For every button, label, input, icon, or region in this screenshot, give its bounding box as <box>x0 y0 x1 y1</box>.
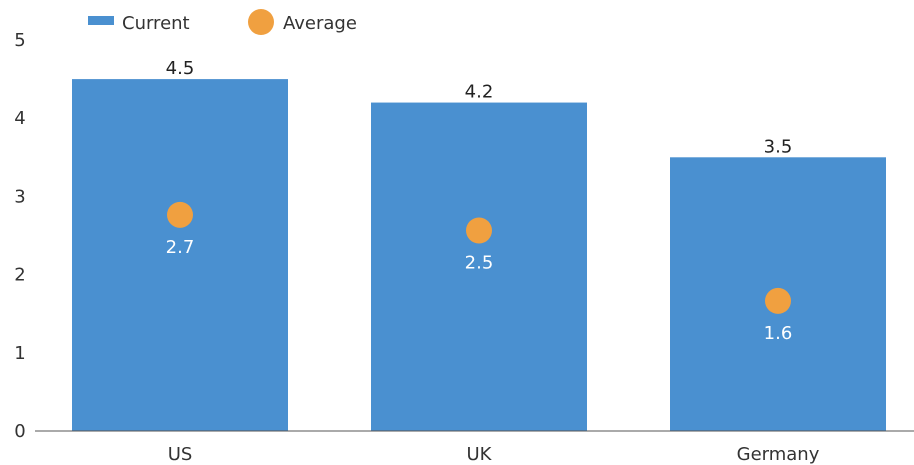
bar-value-label: 4.5 <box>166 58 195 79</box>
bar-current <box>371 102 587 431</box>
average-dot <box>167 201 193 228</box>
bar-value-label: 3.5 <box>764 136 793 157</box>
bar-current <box>72 79 288 431</box>
y-tick-label: 3 <box>14 186 25 207</box>
bars-layer: 4.5 4.2 3.5 <box>72 58 886 432</box>
legend-swatch-current <box>88 16 114 25</box>
x-tick-label: UK <box>467 444 493 465</box>
legend-label-average: Average <box>283 13 357 34</box>
legend: Current Average <box>88 9 357 35</box>
x-axis: US UK Germany <box>35 430 914 465</box>
y-tick-label: 4 <box>14 108 25 129</box>
y-tick-label: 0 <box>14 421 25 442</box>
average-value-label: 1.6 <box>764 323 793 344</box>
y-tick-label: 1 <box>14 343 25 364</box>
y-tick-label: 2 <box>14 265 25 286</box>
average-value-label: 2.5 <box>465 253 494 274</box>
averages-layer: 2.7 2.5 1.6 <box>166 201 793 344</box>
average-value-label: 2.7 <box>166 237 195 258</box>
x-tick-label: Germany <box>737 444 820 465</box>
y-tick-label: 5 <box>14 30 25 51</box>
legend-swatch-average <box>248 9 274 35</box>
y-axis: 0 1 2 3 4 5 <box>14 30 25 442</box>
average-dot <box>765 287 791 314</box>
x-tick-label: US <box>168 444 193 465</box>
bar-value-label: 4.2 <box>465 82 494 103</box>
legend-label-current: Current <box>122 13 190 34</box>
average-dot <box>466 217 492 244</box>
